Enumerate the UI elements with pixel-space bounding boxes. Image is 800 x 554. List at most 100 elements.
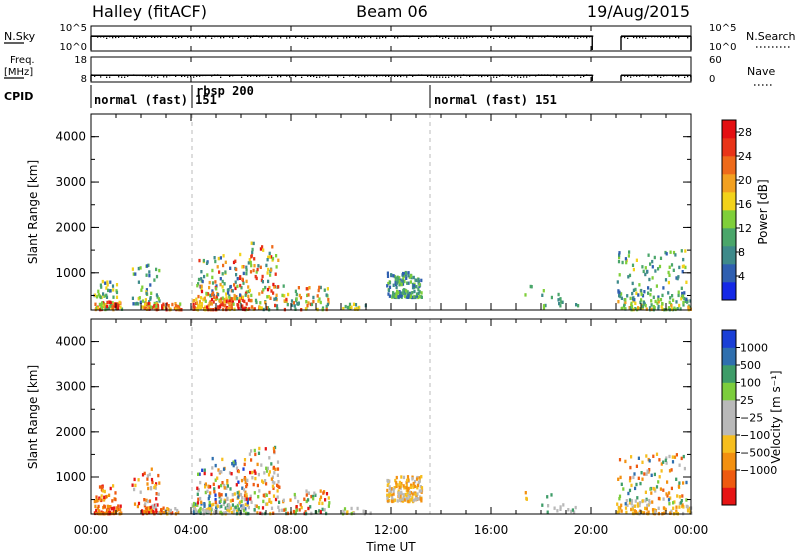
range-gate-cell (223, 500, 226, 504)
range-gate-cell (214, 493, 217, 497)
range-gate-cell (307, 491, 310, 495)
velocity-colorbar-tick-label: 1000 (740, 342, 768, 355)
range-gate-cell (634, 504, 637, 508)
range-gate-cell (662, 286, 665, 290)
range-gate-cell (147, 486, 150, 491)
strip-dot (645, 37, 647, 39)
range-gate-cell (160, 508, 163, 512)
range-gate-cell (644, 490, 647, 494)
strip-dot (364, 75, 366, 78)
range-gate-cell (108, 304, 111, 309)
nsky-label: N.Sky (4, 30, 36, 43)
range-gate-cell (628, 250, 631, 254)
strip-dot (529, 75, 531, 77)
range-gate-cell (289, 498, 292, 502)
strip-dot (424, 74, 426, 77)
range-gate-cell (628, 501, 632, 505)
range-gate-cell (103, 489, 106, 494)
range-gate-cell (387, 292, 390, 296)
range-gate-cell (661, 307, 664, 311)
range-gate-cell (405, 276, 408, 280)
range-gate-cell (204, 482, 207, 486)
strip-dot (451, 35, 453, 38)
range-gate-cell (157, 307, 160, 311)
range-gate-cell (214, 280, 217, 284)
range-gate-cell (369, 511, 372, 515)
range-gate-cell (139, 300, 142, 304)
range-gate-cell (109, 289, 112, 293)
range-gate-cell (278, 485, 281, 489)
strip-dot (145, 75, 147, 77)
range-gate-cell (96, 511, 99, 516)
range-gate-cell (327, 496, 330, 500)
range-gate-cell (234, 297, 237, 301)
range-gate-cell (318, 297, 321, 301)
range-gate-cell (681, 503, 684, 507)
range-gate-cell (239, 492, 243, 497)
range-gate-cell (273, 481, 276, 485)
range-gate-cell (174, 307, 178, 311)
nsky-panel: N.Sky 10^5 10^0 10^5 10^0 N.Search (4, 23, 796, 53)
velocity-colorbar-cell (722, 470, 736, 488)
range-gate-cell (238, 295, 242, 299)
range-gate-cell (197, 282, 200, 286)
range-gate-cell (406, 281, 409, 285)
range-gate-cell (685, 280, 688, 284)
range-gate-cell (318, 509, 321, 513)
nsky-series (90, 35, 692, 50)
range-gate-cell (227, 291, 230, 295)
range-gate-cell (220, 470, 223, 474)
range-gate-cell (150, 305, 153, 309)
strip-dot (322, 36, 324, 38)
range-gate-cell (628, 488, 632, 493)
range-gate-cell (197, 509, 200, 513)
range-gate-cell (243, 307, 246, 312)
range-gate-cell (319, 510, 322, 514)
strip-dot (313, 75, 315, 78)
range-gate-cell (196, 284, 199, 288)
range-gate-cell (319, 285, 322, 290)
range-gate-cell (412, 498, 415, 503)
range-gate-cell (286, 511, 289, 516)
range-gate-cell (278, 508, 281, 513)
strip-dot (361, 37, 363, 39)
range-gate-cell (399, 498, 402, 502)
range-gate-cell (680, 456, 683, 461)
range-gate-cell (416, 483, 420, 488)
range-gate-cell (237, 469, 240, 474)
strip-dot (271, 76, 273, 78)
range-gate-cell (227, 288, 230, 292)
range-gate-cell (647, 291, 650, 295)
strip-dot (583, 75, 585, 78)
range-gate-cell (634, 307, 637, 311)
range-gate-cell (398, 280, 401, 284)
strip-dot (103, 36, 105, 38)
range-gate-cell (405, 488, 408, 493)
range-gate-cell (202, 511, 205, 515)
range-gate-cell (358, 305, 361, 310)
range-gate-cell (248, 307, 251, 311)
range-gate-cell (666, 480, 669, 484)
range-gate-cell (257, 472, 260, 477)
nsearch-label: N.Search (746, 30, 796, 43)
range-gate-cell (102, 498, 105, 502)
range-gate-cell (633, 472, 636, 476)
range-gate-cell (685, 297, 688, 301)
range-gate-cell (156, 503, 159, 507)
range-gate-cell (624, 298, 627, 302)
range-gate-cell (408, 495, 411, 499)
strip-dot (621, 36, 623, 38)
strip-dot (379, 37, 381, 39)
range-gate-cell (213, 490, 216, 494)
range-gate-cell (660, 305, 663, 309)
strip-dot (645, 75, 647, 77)
range-gate-cell (346, 305, 349, 310)
range-gate-cell (632, 267, 635, 272)
range-gate-cell (270, 268, 273, 272)
strip-dot (190, 37, 192, 39)
range-gate-cell (294, 289, 297, 293)
range-gate-cell (325, 304, 328, 309)
range-gate-cell (210, 302, 213, 306)
strip-dot (139, 74, 141, 77)
range-gate-cell (362, 509, 365, 513)
